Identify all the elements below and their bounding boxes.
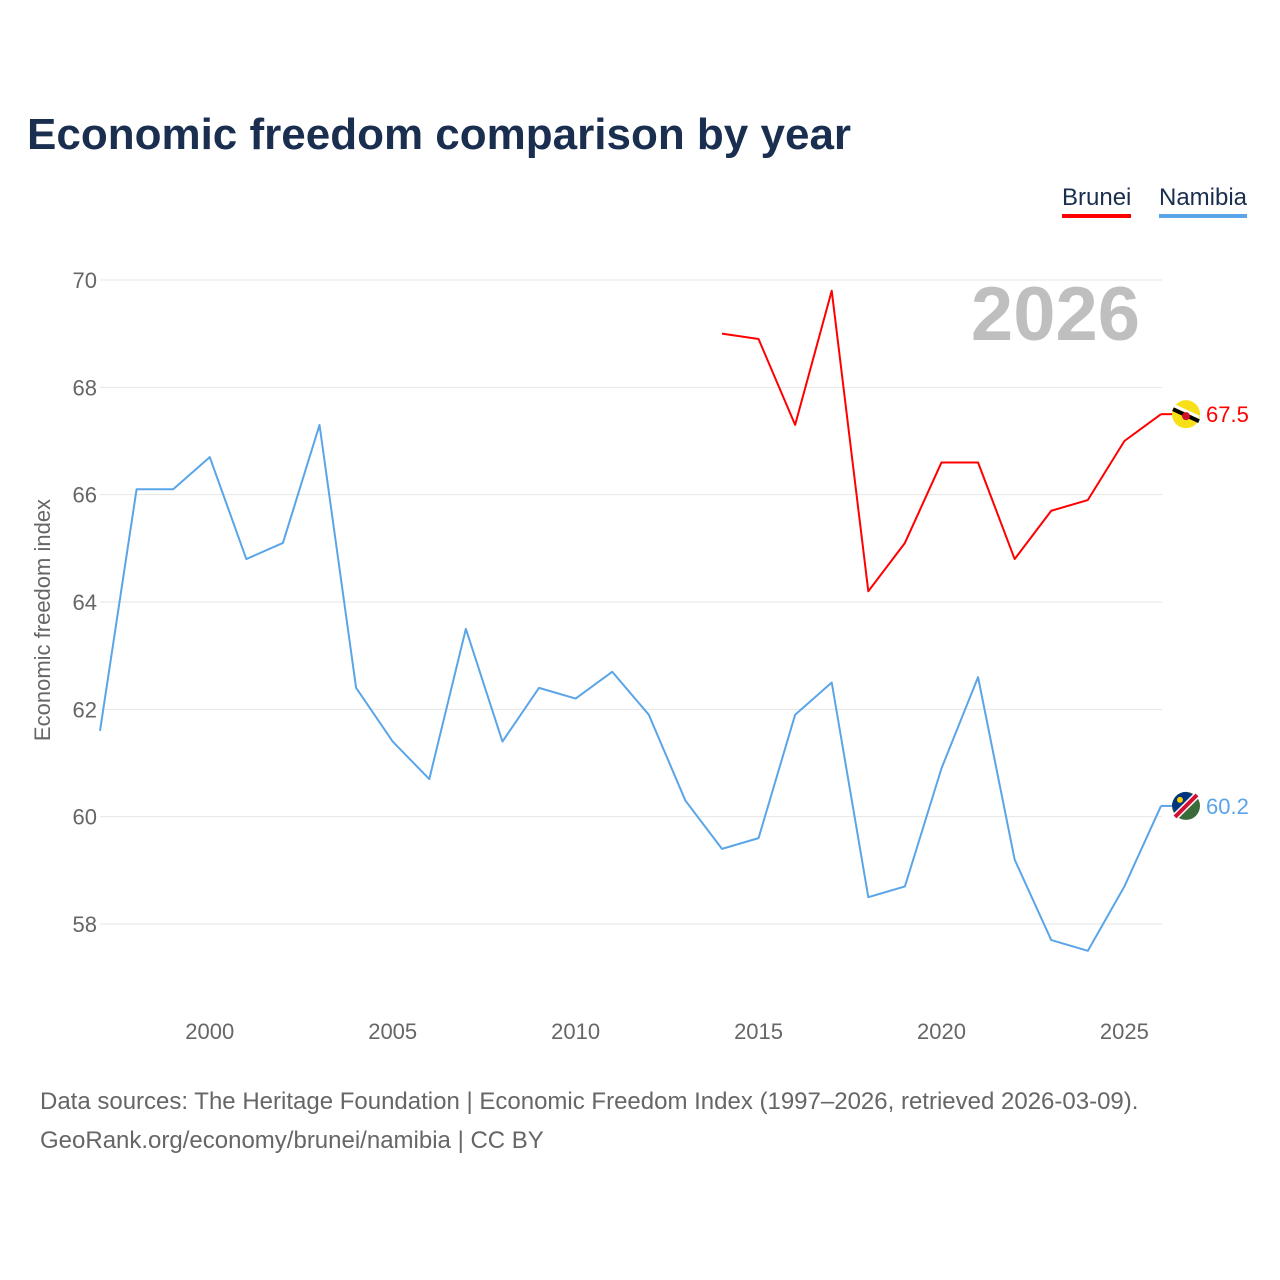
y-tick-label: 70 bbox=[73, 268, 97, 293]
x-tick-label: 2000 bbox=[185, 1019, 234, 1044]
flag-icon-brunei bbox=[1161, 400, 1200, 429]
legend-item-namibia[interactable]: Namibia bbox=[1159, 184, 1248, 218]
y-tick-label: 62 bbox=[73, 697, 97, 722]
series-line-namibia[interactable] bbox=[99, 423, 1162, 952]
legend-item-brunei[interactable]: Brunei bbox=[1062, 184, 1132, 218]
y-axis-label: Economic freedom index bbox=[30, 499, 55, 741]
y-tick-label: 66 bbox=[73, 483, 97, 508]
x-tick-label: 2025 bbox=[1100, 1019, 1149, 1044]
end-value-label-namibia: 60.2 bbox=[1206, 794, 1249, 819]
flag-icon-namibia bbox=[1161, 791, 1200, 820]
y-tick-label: 64 bbox=[73, 590, 97, 615]
chart-title: Economic freedom comparison by year bbox=[27, 110, 852, 159]
footer-credit: GeoRank.org/economy/brunei/namibia | CC … bbox=[40, 1127, 544, 1154]
end-value-label-brunei: 67.5 bbox=[1206, 402, 1249, 427]
y-tick-label: 68 bbox=[73, 375, 97, 400]
footer-sources: Data sources: The Heritage Foundation | … bbox=[40, 1088, 1139, 1115]
y-tick-label: 60 bbox=[73, 805, 97, 830]
x-tick-label: 2020 bbox=[917, 1019, 966, 1044]
year-watermark: 2026 bbox=[971, 272, 1140, 357]
x-tick-label: 2005 bbox=[368, 1019, 417, 1044]
series-line-brunei[interactable] bbox=[721, 289, 1162, 593]
y-tick-label: 58 bbox=[73, 912, 97, 937]
x-tick-label: 2010 bbox=[551, 1019, 600, 1044]
x-tick-label: 2015 bbox=[734, 1019, 783, 1044]
